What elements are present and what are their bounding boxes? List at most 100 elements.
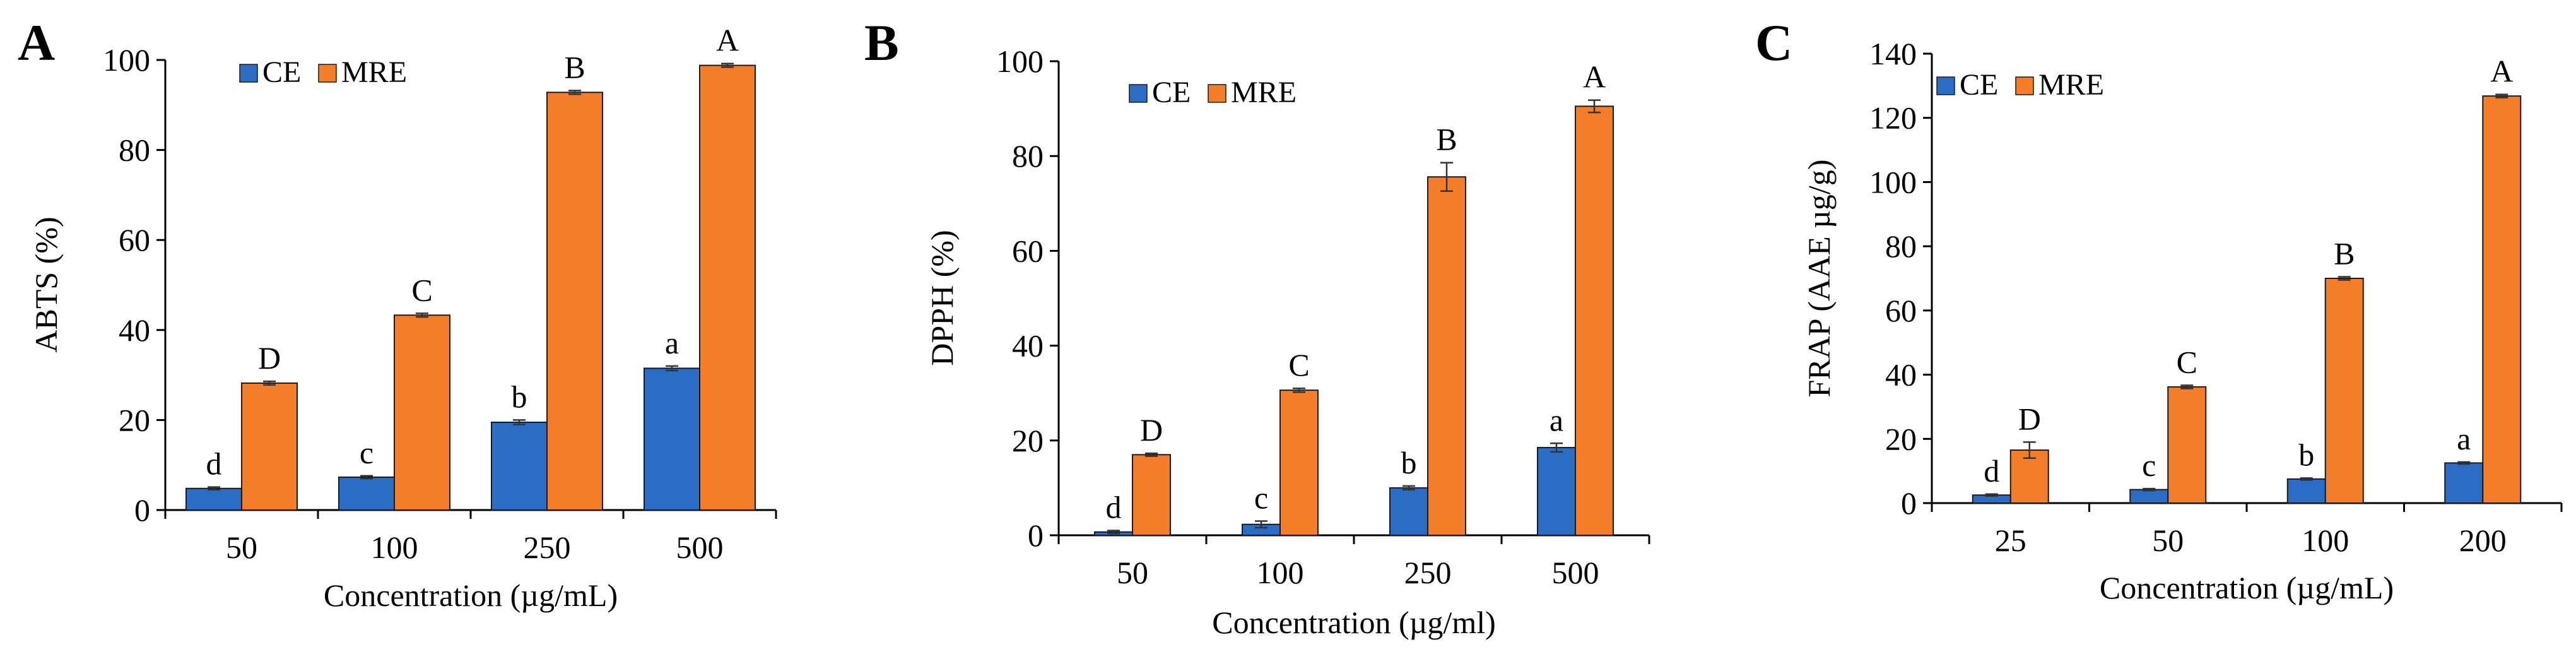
bar-mre (394, 314, 450, 511)
significance-letter: B (564, 49, 585, 85)
bar-ce (1389, 487, 1428, 537)
bar-mre (1427, 176, 1466, 536)
significance-letter: B (2334, 235, 2355, 271)
significance-letter: A (716, 23, 739, 58)
bar-ce (1537, 447, 1576, 536)
significance-letter: d (1984, 453, 1999, 489)
x-axis-title: Concentration (µg/mL) (324, 578, 618, 613)
significance-letter: c (2142, 448, 2156, 483)
bar-mre (546, 92, 603, 511)
bar-mre (241, 382, 298, 511)
significance-letter: c (1254, 480, 1268, 515)
y-tick-label: 100 (996, 44, 1044, 79)
significance-letter: c (360, 435, 373, 470)
y-tick-label: 100 (103, 42, 150, 78)
bar-ce (2129, 489, 2169, 504)
significance-letter: d (1106, 489, 1122, 525)
y-tick-label: 80 (119, 133, 150, 168)
significance-letter: b (2298, 437, 2314, 472)
bar-mre (699, 64, 756, 511)
significance-letter: D (258, 340, 281, 376)
panel-c: C 0 20 40 60 80 100 120 140 25 50 100 200 d c b a D C B A CE M… (1755, 14, 2563, 605)
panel-a: A 0 20 40 60 80 100 50 100 250 500 d c b a D C B A CE MRE ABT… (18, 14, 777, 613)
y-tick-label: 60 (1012, 233, 1044, 268)
y-tick-label: 100 (1869, 164, 1917, 199)
bar-ce (491, 421, 548, 511)
panel-label: B (864, 14, 899, 71)
x-tick-label: 25 (1995, 523, 2026, 558)
legend-label-mre: MRE (341, 56, 407, 89)
legend-swatch-mre (2015, 76, 2034, 95)
legend-swatch-ce (1129, 84, 1148, 103)
significance-letter: C (411, 272, 432, 307)
significance-letter: D (2018, 401, 2041, 436)
panel-b: B 0 20 40 60 80 100 50 100 250 500 d c b a D C B A CE MRE DPP… (864, 14, 1650, 640)
significance-letter: b (1401, 445, 1417, 480)
bar-mre (1132, 454, 1171, 537)
x-tick-label: 250 (524, 530, 571, 565)
legend-swatch-ce (1936, 76, 1955, 95)
significance-letter: a (665, 325, 679, 360)
y-tick-label: 40 (1012, 328, 1044, 364)
significance-letter: a (1550, 402, 1563, 437)
x-tick-label: 50 (2152, 523, 2184, 558)
y-tick-label: 60 (1885, 293, 1917, 328)
y-tick-label: 120 (1869, 100, 1917, 136)
legend-label-ce: CE (262, 56, 301, 89)
significance-letter: C (2177, 344, 2197, 379)
significance-letter: d (206, 446, 222, 482)
y-tick-label: 40 (119, 312, 150, 348)
y-axis-title: FRAP (AAE µg/g) (1801, 160, 1837, 398)
x-tick-label: 100 (1257, 555, 1304, 590)
bar-ce (2444, 462, 2484, 504)
x-tick-label: 100 (371, 530, 418, 565)
y-tick-label: 40 (1885, 357, 1917, 393)
legend-label-mre: MRE (1231, 76, 1297, 109)
legend-swatch-mre (318, 64, 337, 83)
legend-label-ce: CE (1152, 76, 1191, 109)
legend-label-mre: MRE (2038, 68, 2104, 102)
y-axis-title: ABTS (%) (28, 217, 64, 352)
legend-swatch-ce (239, 64, 258, 83)
y-tick-label: 140 (1869, 36, 1917, 71)
x-tick-label: 500 (1552, 555, 1599, 590)
x-axis-title: Concentration (µg/mL) (2100, 570, 2394, 605)
y-tick-label: 20 (119, 402, 150, 437)
y-tick-label: 0 (1028, 518, 1044, 553)
bar-mre (2009, 449, 2049, 504)
y-tick-label: 20 (1012, 423, 1044, 458)
y-tick-label: 0 (134, 492, 150, 528)
significance-letter: b (512, 379, 527, 414)
bar-mre (1279, 389, 1319, 536)
significance-letter: a (2457, 421, 2471, 456)
bar-mre (2324, 278, 2364, 504)
panel-label: C (1755, 14, 1792, 71)
x-tick-label: 50 (1117, 555, 1148, 590)
legend-label-ce: CE (1960, 68, 1998, 102)
y-tick-label: 80 (1885, 229, 1917, 264)
significance-letter: C (1288, 347, 1309, 383)
significance-letter: D (1140, 412, 1163, 448)
bar-mre (2167, 386, 2207, 504)
bar-ce (185, 487, 242, 511)
y-tick-label: 60 (119, 222, 150, 258)
x-tick-label: 50 (226, 530, 257, 565)
x-tick-label: 100 (2302, 523, 2349, 558)
y-tick-label: 0 (1901, 485, 1917, 521)
significance-letter: A (2490, 54, 2513, 89)
y-tick-label: 20 (1885, 421, 1917, 456)
legend-swatch-mre (1208, 84, 1226, 103)
x-tick-label: 200 (2459, 523, 2507, 558)
x-tick-label: 250 (1404, 555, 1452, 590)
y-tick-label: 80 (1012, 138, 1044, 174)
panel-label: A (18, 14, 55, 71)
bar-mre (1575, 105, 1614, 537)
bar-ce (644, 367, 700, 511)
significance-letter: B (1436, 122, 1457, 157)
bar-mre (2482, 95, 2522, 504)
significance-letter: A (1583, 59, 1606, 95)
y-axis-title: DPPH (%) (924, 230, 960, 365)
bar-ce (338, 476, 395, 511)
x-tick-label: 500 (676, 530, 724, 565)
